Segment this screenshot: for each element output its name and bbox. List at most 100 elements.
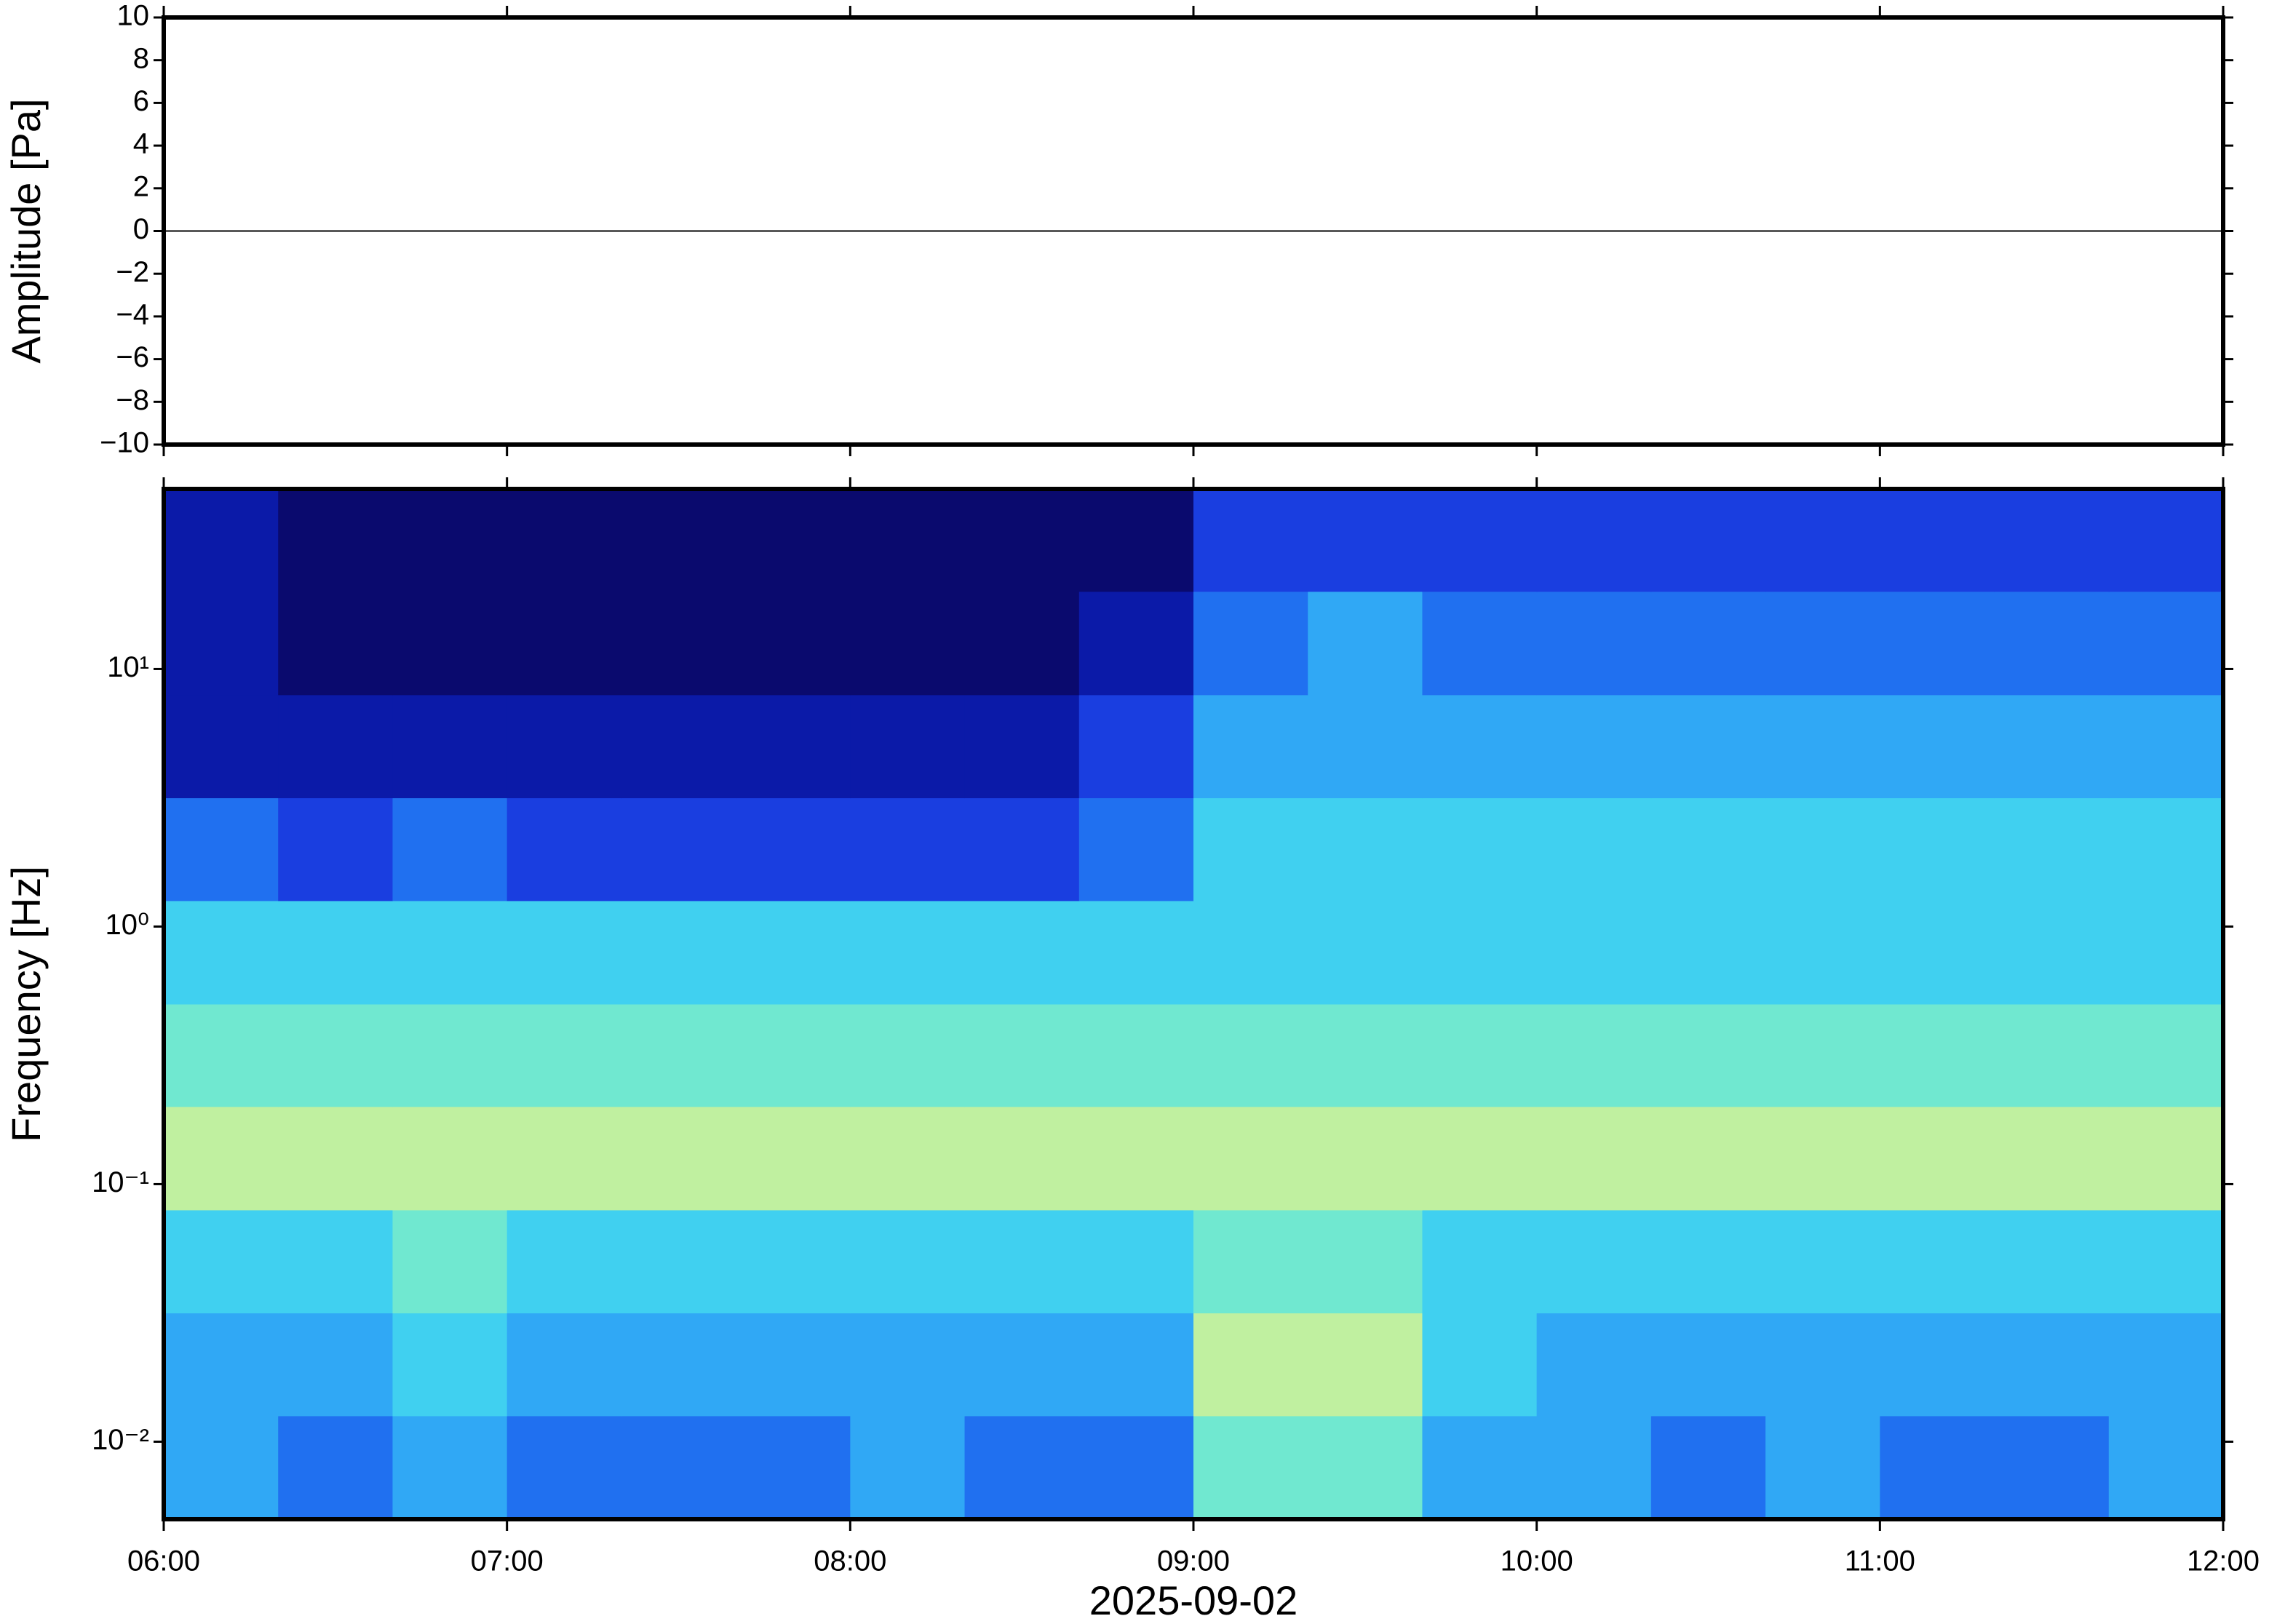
heatmap-cell <box>736 1415 851 1520</box>
heatmap-cell <box>1193 694 1308 799</box>
heatmap-cell <box>164 1415 279 1520</box>
heatmap-cell <box>1422 1415 1538 1520</box>
heatmap-cell <box>850 1209 966 1314</box>
heatmap-cell <box>392 1313 508 1417</box>
heatmap-cell <box>1880 797 1995 901</box>
heatmap-cell <box>964 1209 1080 1314</box>
heatmap-cell <box>1536 694 1652 799</box>
heatmap-cell <box>1994 694 2110 799</box>
y-tick-label: 10⁻² <box>92 1424 149 1456</box>
x-tick-label: 12:00 <box>2187 1545 2260 1577</box>
heatmap-cell <box>1650 1415 1766 1520</box>
heatmap-cell <box>964 1313 1080 1417</box>
heatmap-cell <box>621 1209 736 1314</box>
heatmap-cell <box>964 1106 1080 1211</box>
x-tick-label: 09:00 <box>1157 1545 1230 1577</box>
heatmap-cell <box>1994 1415 2110 1520</box>
y-tick-label: 10 <box>117 0 150 32</box>
heatmap-cell <box>1880 489 1995 592</box>
heatmap-cell <box>1880 1415 1995 1520</box>
y-tick-label: 0 <box>133 213 149 245</box>
heatmap-cell <box>392 694 508 799</box>
heatmap-cell <box>850 1004 966 1107</box>
heatmap-cell <box>1536 1313 1652 1417</box>
heatmap-cell <box>1422 1106 1538 1211</box>
heatmap-cell <box>850 489 966 592</box>
heatmap-cell <box>278 900 393 1005</box>
heatmap-cell <box>1422 1313 1538 1417</box>
heatmap-cell <box>1650 900 1766 1005</box>
y-tick-label: 2 <box>133 170 149 202</box>
heatmap-cell <box>1994 900 2110 1005</box>
heatmap-cell <box>1422 1209 1538 1314</box>
heatmap-cell <box>1078 1313 1194 1417</box>
heatmap-cell <box>1078 1106 1194 1211</box>
heatmap-cell <box>1536 797 1652 901</box>
heatmap-cell <box>1765 694 1880 799</box>
heatmap-cell <box>278 1004 393 1107</box>
heatmap-cell <box>506 1415 622 1520</box>
y-axis-label: Amplitude [Pa] <box>3 98 49 363</box>
heatmap-cell <box>621 797 736 901</box>
heatmap-cell <box>621 1313 736 1417</box>
heatmap-cell <box>278 1415 393 1520</box>
heatmap-cell <box>1650 489 1766 592</box>
heatmap-cell <box>964 900 1080 1005</box>
heatmap-cell <box>1880 1209 1995 1314</box>
heatmap-cell <box>1650 1313 1766 1417</box>
heatmap-cell <box>850 900 966 1005</box>
heatmap-cell <box>1422 489 1538 592</box>
heatmap-cell <box>850 1106 966 1211</box>
y-tick-label: 10¹ <box>107 651 149 683</box>
heatmap-cell <box>964 1004 1080 1107</box>
heatmap-cell <box>1880 1106 1995 1211</box>
heatmap-cell <box>164 694 279 799</box>
heatmap-cell <box>736 797 851 901</box>
heatmap-cell <box>2108 1415 2224 1520</box>
heatmap-cell <box>1880 1004 1995 1107</box>
heatmap-cell <box>1765 797 1880 901</box>
heatmap-cell <box>278 1106 393 1211</box>
heatmap-cell <box>392 797 508 901</box>
x-tick-label: 07:00 <box>471 1545 544 1577</box>
y-tick-label: −4 <box>116 298 149 330</box>
heatmap-cell <box>1650 591 1766 696</box>
heatmap-cell <box>1765 1415 1880 1520</box>
heatmap-cell <box>1765 1313 1880 1417</box>
heatmap-cell <box>1994 489 2110 592</box>
heatmap-cell <box>1994 591 2110 696</box>
heatmap-cell <box>506 1106 622 1211</box>
heatmap-cell <box>964 591 1080 696</box>
y-tick-label: −10 <box>100 427 149 459</box>
heatmap-cell <box>1650 694 1766 799</box>
heatmap-cell <box>392 1004 508 1107</box>
y-tick-label: −8 <box>116 384 149 416</box>
heatmap-cell <box>1308 591 1423 696</box>
heatmap-cell <box>1650 1209 1766 1314</box>
heatmap-cell <box>964 489 1080 592</box>
heatmap-cell <box>1536 489 1652 592</box>
heatmap-cell <box>850 694 966 799</box>
heatmap-cell <box>1536 900 1652 1005</box>
heatmap-cell <box>736 900 851 1005</box>
x-axis-label: 2025-09-02 <box>1089 1577 1298 1623</box>
heatmap-cell <box>1422 900 1538 1005</box>
heatmap-cell <box>736 1106 851 1211</box>
heatmap-cell <box>850 1313 966 1417</box>
heatmap-cell <box>1880 900 1995 1005</box>
heatmap-cell <box>1308 1313 1423 1417</box>
heatmap-cell <box>1308 900 1423 1005</box>
heatmap-cell <box>2108 797 2224 901</box>
heatmap-cell <box>621 1415 736 1520</box>
heatmap-cell <box>1078 1004 1194 1107</box>
heatmap-cell <box>2108 489 2224 592</box>
heatmap-cell <box>164 489 279 592</box>
y-tick-label: 8 <box>133 42 149 74</box>
y-tick-label: 6 <box>133 85 149 117</box>
heatmap-cell <box>1308 1004 1423 1107</box>
heatmap-cell <box>1078 1209 1194 1314</box>
heatmap-cell <box>621 1106 736 1211</box>
heatmap-cell <box>1422 797 1538 901</box>
heatmap-cell <box>1193 1004 1308 1107</box>
